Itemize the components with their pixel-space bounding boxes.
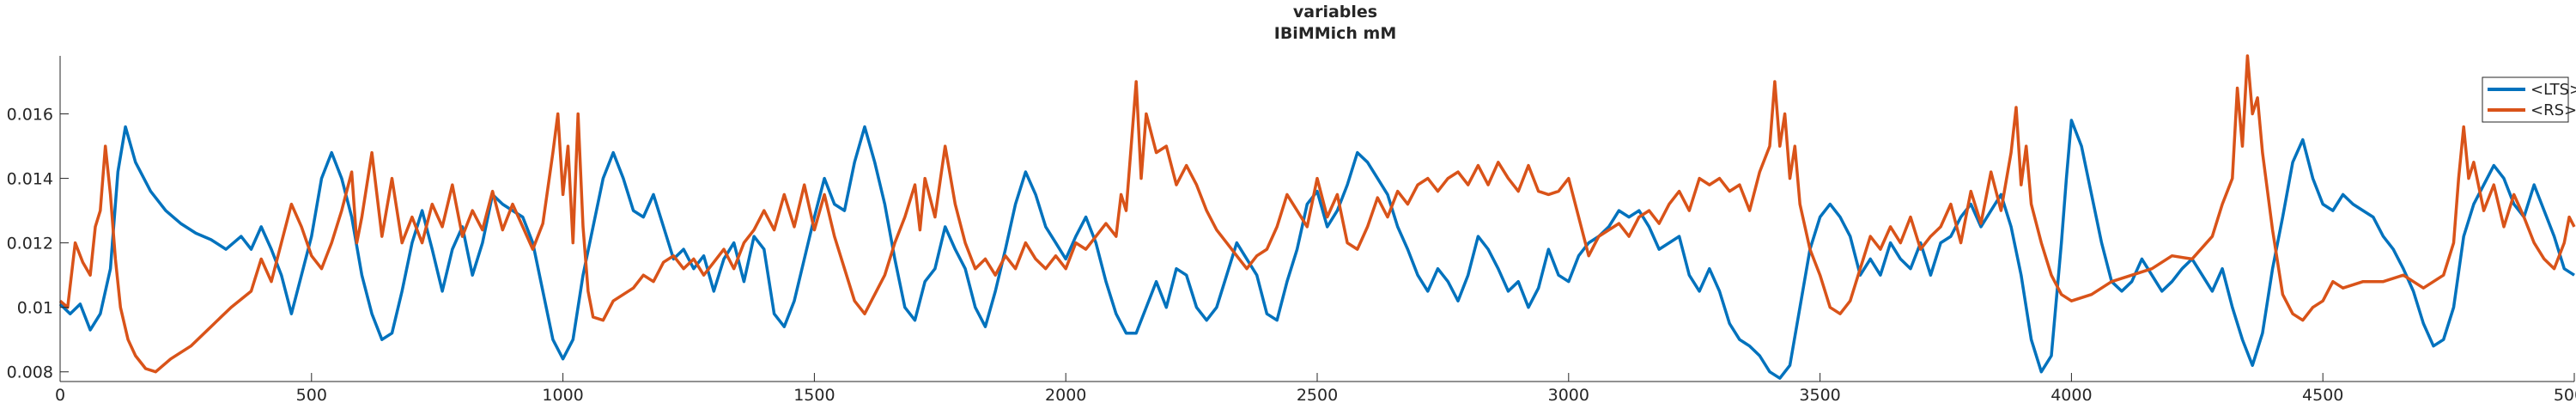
legend-label-lts: <LTS> — [2530, 81, 2576, 99]
y-tick-label: 0.016 — [7, 106, 53, 125]
y-tick-label: 0.012 — [7, 235, 53, 253]
series-line-lts — [58, 119, 2575, 380]
x-tick-label: 2000 — [1045, 386, 1086, 403]
y-tick-label: 0.014 — [7, 170, 53, 189]
chart-subtitle: IBiMMich mM — [1274, 24, 1397, 43]
x-tick-label: 0 — [55, 386, 65, 403]
series-layer — [58, 54, 2576, 380]
x-tick-label: 4500 — [2302, 386, 2343, 403]
x-tick-label: 3500 — [1799, 386, 1840, 403]
y-tick-label: 0.008 — [7, 363, 53, 382]
series-line-rs — [58, 54, 2576, 374]
x-tick-label: 4000 — [2050, 386, 2092, 403]
legend-label-rs: <RS> — [2530, 101, 2576, 119]
plot-area — [60, 56, 2574, 382]
x-tick-label: 2500 — [1297, 386, 1338, 403]
x-tick-label: 3000 — [1548, 386, 1589, 403]
plot-background — [60, 56, 2574, 382]
x-tick-label: 1000 — [542, 386, 583, 403]
legend-box — [2482, 76, 2569, 123]
x-tick-label: 500 — [296, 386, 327, 403]
axes-layer: 0 500 1000 1500 2000 2500 3000 3500 4000 4500 5000… — [7, 56, 2576, 403]
x-tick-label: 1500 — [793, 386, 835, 403]
x-tick-label: 5000 — [2554, 386, 2576, 403]
chart-title: variables — [1293, 3, 1377, 21]
y-tick-label: 0.01 — [17, 299, 53, 318]
legend: <LTS> <RS> — [2482, 76, 2576, 123]
